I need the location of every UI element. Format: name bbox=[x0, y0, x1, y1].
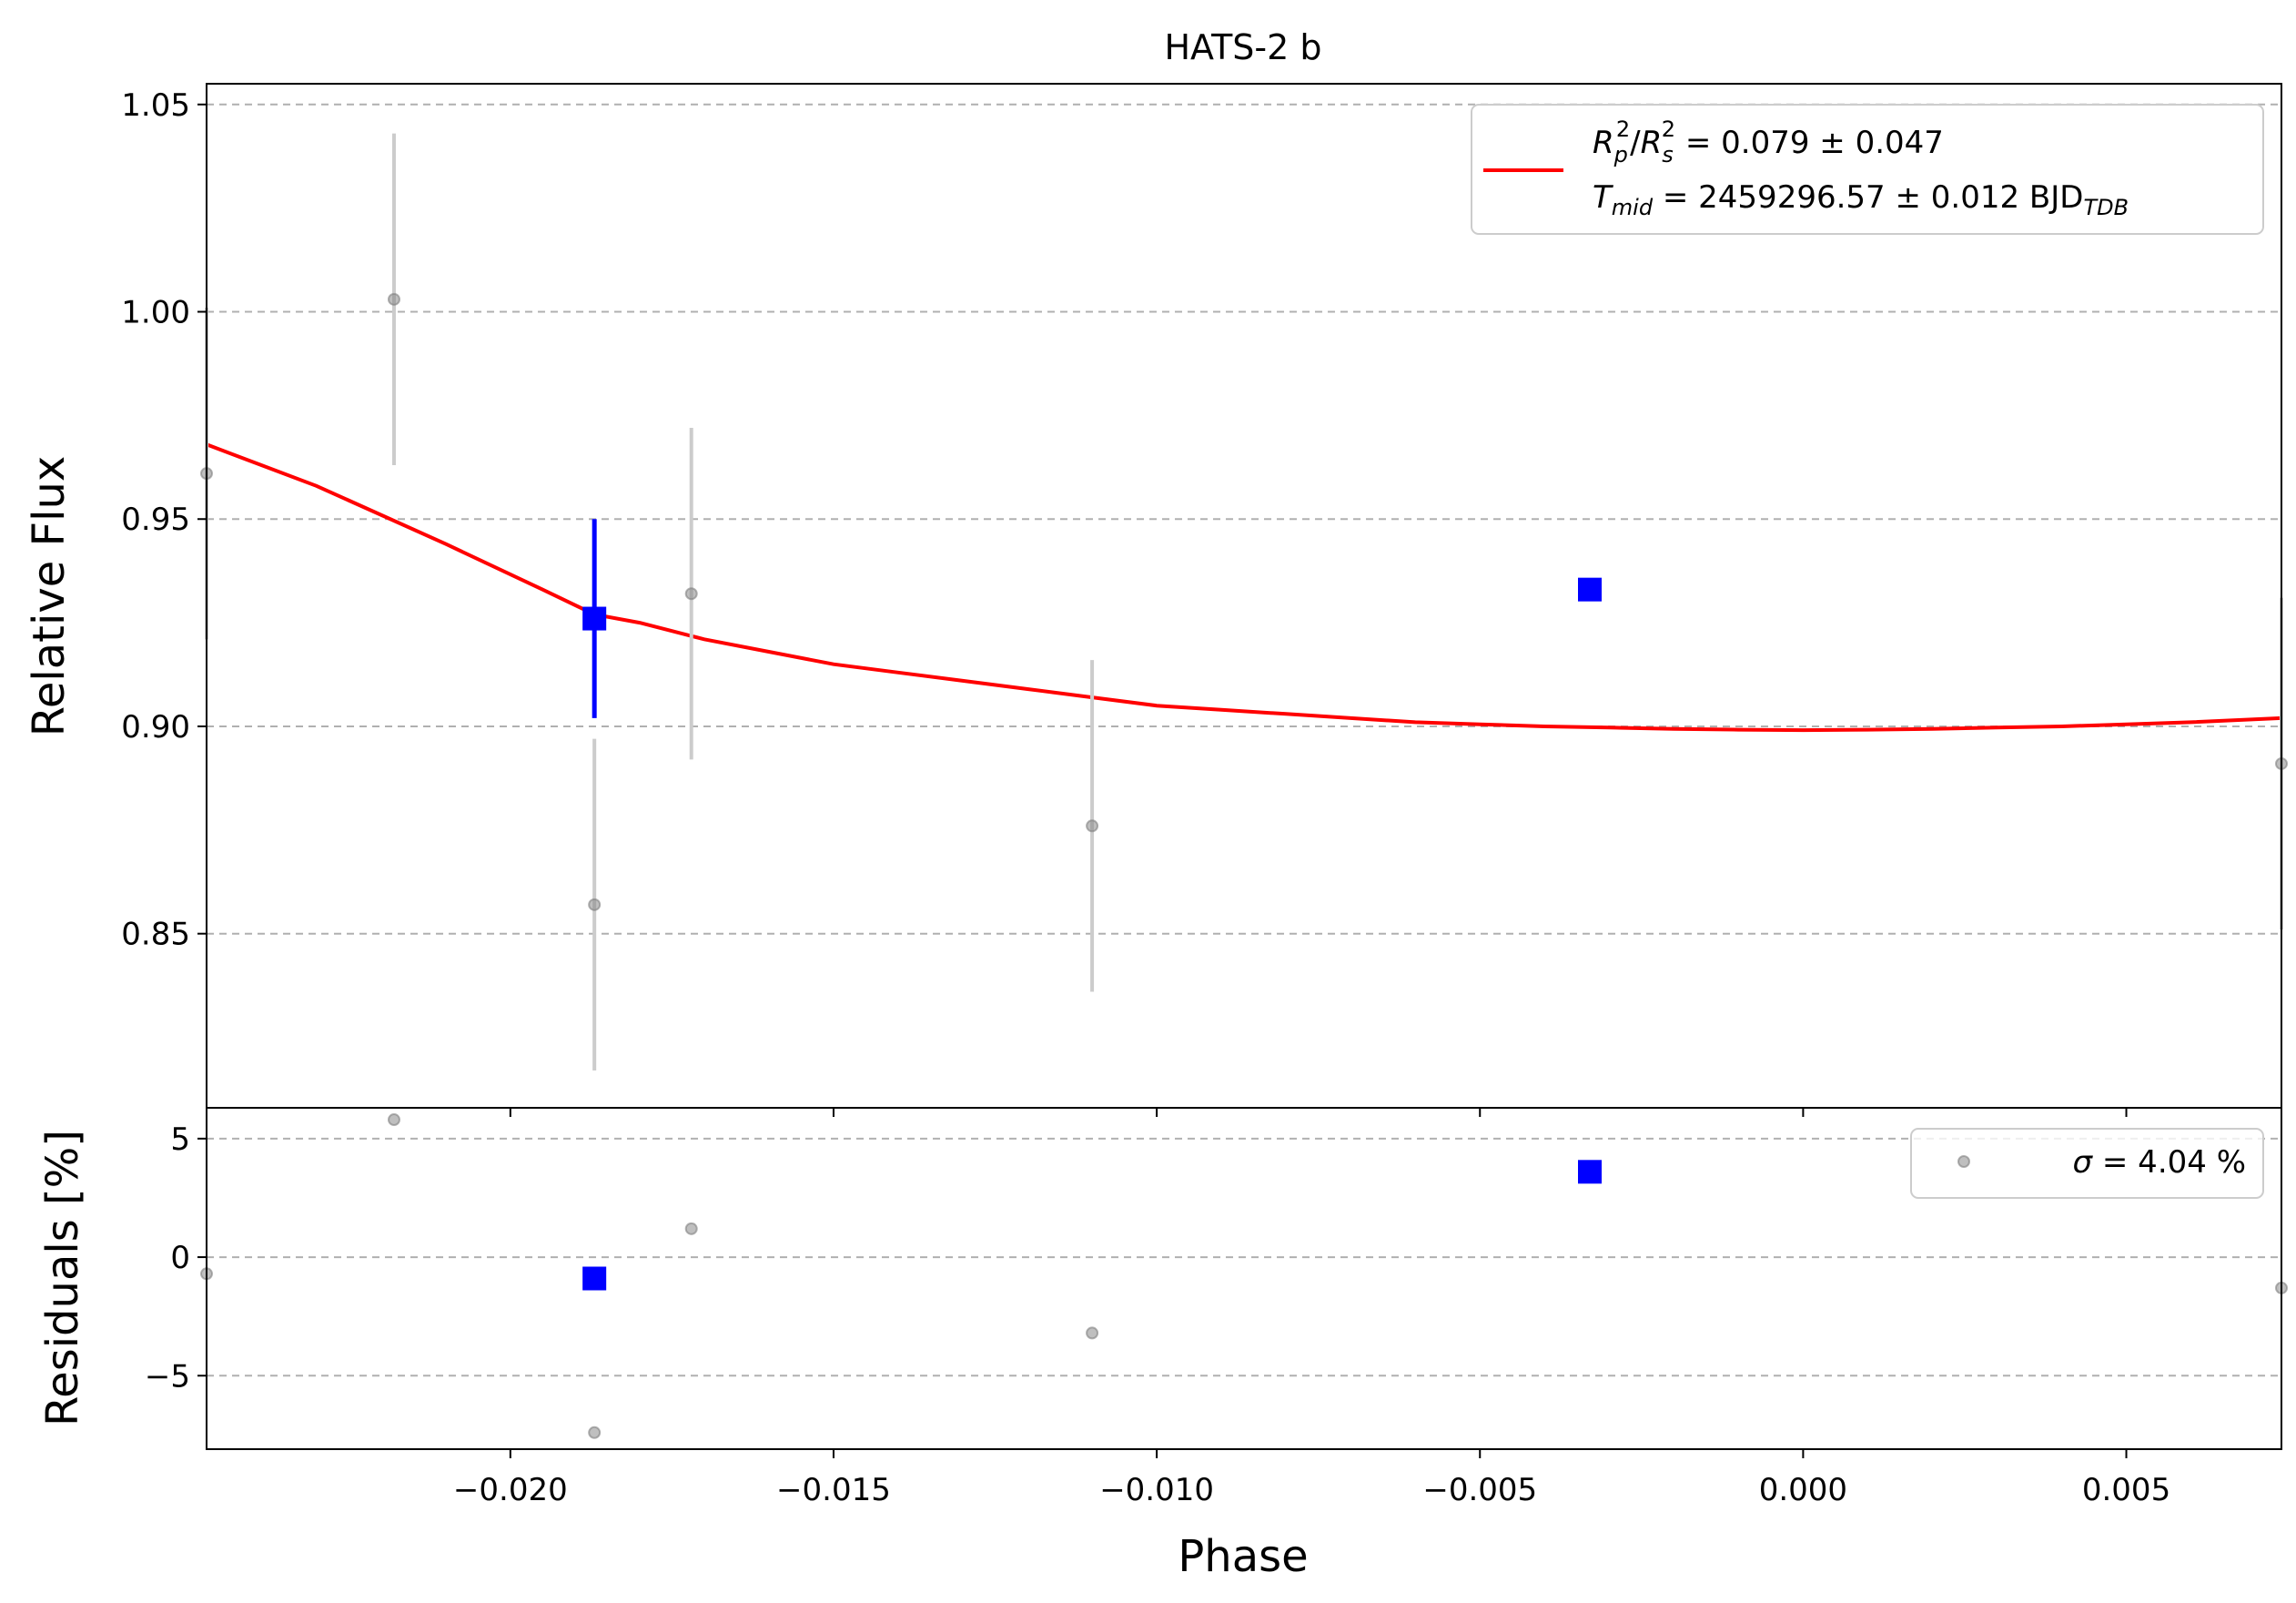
main-legend-box bbox=[1471, 104, 2264, 235]
residual-binned-point bbox=[1578, 1160, 1602, 1184]
raw-point bbox=[684, 587, 698, 601]
residuals-y-ticks: −5 0 5 bbox=[145, 1121, 207, 1395]
residuals-y-tick-label: 0 bbox=[170, 1240, 190, 1276]
main-y-tick-label: 0.85 bbox=[121, 917, 190, 953]
model-curve-line bbox=[206, 442, 2282, 733]
x-axis-label: Phase bbox=[1178, 1531, 1308, 1582]
raw-point bbox=[387, 292, 400, 306]
residual-raw-point bbox=[588, 1425, 602, 1439]
x-tick-label: −0.005 bbox=[1422, 1472, 1537, 1508]
main-legend-line-2: Tmid = 2459296.57 ± 0.012 BJDTDB bbox=[1593, 179, 2129, 220]
raw-point bbox=[588, 898, 602, 911]
residuals-legend: σ = 4.04 % bbox=[1910, 1128, 2264, 1199]
main-y-tick-label: 1.05 bbox=[121, 87, 190, 124]
residuals-binned-points bbox=[582, 1160, 1602, 1291]
binned-point bbox=[582, 606, 607, 631]
main-legend-line-1: Rp2/Rs2 = 0.079 ± 0.047 bbox=[1593, 117, 1944, 167]
main-y-axis-label: Relative Flux bbox=[24, 456, 75, 737]
residual-raw-point bbox=[684, 1222, 698, 1235]
residuals-x-ticks: −0.020 −0.015 −0.010 −0.005 0.000 0.005 bbox=[453, 1449, 2170, 1508]
residuals-legend-marker bbox=[1957, 1155, 1970, 1168]
residuals-legend-box bbox=[1910, 1128, 2264, 1199]
main-legend: Rp2/Rs2 = 0.079 ± 0.047 Tmid = 2459296.5… bbox=[1471, 104, 2264, 235]
residuals-grid bbox=[207, 1137, 2281, 1377]
main-model-curve bbox=[206, 442, 2282, 733]
residual-binned-point bbox=[582, 1266, 607, 1291]
residuals-y-tick-label: −5 bbox=[145, 1358, 190, 1395]
residuals-plot-frame bbox=[206, 1107, 2282, 1450]
x-tick-label: −0.010 bbox=[1099, 1472, 1214, 1508]
residuals-legend-label: σ = 4.04 % bbox=[2073, 1144, 2246, 1181]
main-binned-points bbox=[582, 519, 1602, 718]
x-tick-label: 0.000 bbox=[1759, 1472, 1847, 1508]
raw-point bbox=[1086, 819, 1099, 833]
main-grid bbox=[207, 103, 2281, 935]
x-tick-label: −0.020 bbox=[453, 1472, 568, 1508]
binned-point bbox=[1578, 577, 1602, 602]
x-tick-label: −0.015 bbox=[776, 1472, 891, 1508]
main-y-ticks: 0.85 0.90 0.95 1.00 1.05 bbox=[121, 87, 2128, 1117]
residual-raw-point bbox=[387, 1113, 400, 1127]
residuals-y-axis-label: Residuals [%] bbox=[37, 1130, 88, 1426]
residuals-y-tick-label: 5 bbox=[170, 1121, 190, 1158]
residual-raw-point bbox=[1086, 1326, 1099, 1340]
main-y-tick-label: 1.00 bbox=[121, 295, 190, 331]
main-y-tick-label: 0.95 bbox=[121, 502, 190, 538]
x-tick-label: 0.005 bbox=[2082, 1472, 2170, 1508]
main-y-tick-label: 0.90 bbox=[121, 709, 190, 746]
chart-title: HATS-2 b bbox=[1164, 27, 1321, 67]
